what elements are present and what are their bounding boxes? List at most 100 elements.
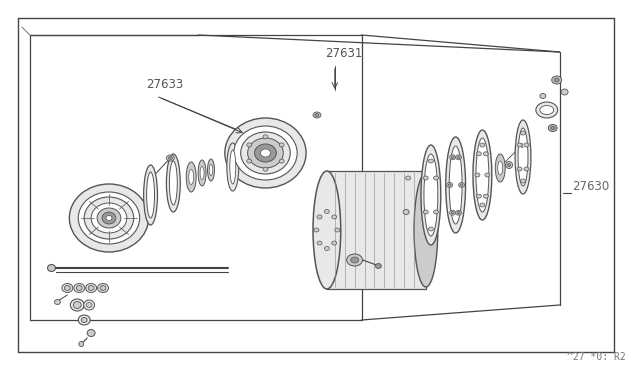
Ellipse shape: [351, 257, 358, 263]
Ellipse shape: [433, 210, 438, 214]
Text: 27631: 27631: [325, 47, 362, 60]
Ellipse shape: [480, 143, 485, 147]
Ellipse shape: [97, 283, 108, 292]
Ellipse shape: [449, 146, 462, 224]
Ellipse shape: [506, 161, 513, 169]
Ellipse shape: [483, 152, 488, 156]
Ellipse shape: [147, 172, 154, 218]
Ellipse shape: [476, 138, 489, 212]
Ellipse shape: [168, 157, 172, 160]
Ellipse shape: [423, 210, 428, 214]
Ellipse shape: [263, 135, 268, 139]
Ellipse shape: [540, 106, 554, 115]
Text: 1: 1: [519, 143, 524, 149]
Ellipse shape: [554, 78, 559, 82]
Ellipse shape: [186, 162, 196, 192]
Ellipse shape: [480, 203, 485, 207]
Ellipse shape: [260, 149, 271, 157]
Ellipse shape: [279, 143, 284, 147]
Ellipse shape: [76, 285, 82, 291]
Ellipse shape: [428, 159, 433, 163]
Ellipse shape: [247, 159, 252, 163]
Ellipse shape: [450, 155, 456, 160]
Ellipse shape: [47, 264, 56, 272]
Ellipse shape: [517, 143, 522, 147]
Ellipse shape: [78, 315, 90, 325]
Ellipse shape: [225, 118, 306, 188]
Ellipse shape: [207, 159, 214, 181]
Ellipse shape: [263, 167, 268, 171]
Ellipse shape: [100, 285, 106, 291]
Ellipse shape: [515, 120, 531, 194]
Ellipse shape: [424, 154, 438, 236]
Ellipse shape: [247, 143, 252, 147]
Ellipse shape: [324, 209, 330, 214]
Ellipse shape: [317, 215, 322, 219]
Ellipse shape: [234, 126, 297, 180]
Ellipse shape: [86, 302, 92, 308]
Ellipse shape: [317, 241, 322, 245]
Ellipse shape: [561, 89, 568, 95]
Ellipse shape: [524, 167, 529, 171]
Ellipse shape: [87, 330, 95, 337]
Ellipse shape: [170, 161, 177, 205]
Ellipse shape: [86, 283, 97, 292]
Ellipse shape: [428, 227, 433, 231]
Ellipse shape: [495, 154, 505, 182]
Ellipse shape: [335, 228, 340, 232]
Ellipse shape: [332, 241, 337, 245]
Ellipse shape: [450, 210, 456, 215]
Ellipse shape: [209, 164, 212, 176]
Ellipse shape: [324, 247, 330, 250]
Ellipse shape: [460, 184, 463, 186]
Ellipse shape: [456, 210, 461, 215]
Ellipse shape: [459, 183, 465, 187]
Ellipse shape: [524, 143, 529, 147]
Ellipse shape: [81, 317, 87, 323]
Ellipse shape: [476, 152, 481, 156]
Ellipse shape: [451, 156, 454, 158]
Ellipse shape: [74, 283, 84, 292]
Ellipse shape: [74, 301, 81, 308]
Ellipse shape: [451, 211, 454, 214]
Ellipse shape: [255, 144, 276, 162]
Polygon shape: [327, 171, 426, 289]
Ellipse shape: [456, 155, 461, 160]
Ellipse shape: [457, 156, 460, 158]
Ellipse shape: [475, 173, 480, 177]
Ellipse shape: [498, 161, 502, 175]
Ellipse shape: [536, 102, 557, 118]
Ellipse shape: [483, 194, 488, 198]
Ellipse shape: [78, 192, 140, 244]
Ellipse shape: [88, 285, 94, 291]
Ellipse shape: [200, 167, 204, 180]
Ellipse shape: [91, 203, 127, 233]
Ellipse shape: [448, 184, 451, 186]
Ellipse shape: [332, 215, 337, 219]
Ellipse shape: [517, 167, 522, 171]
Ellipse shape: [540, 93, 546, 99]
Ellipse shape: [550, 126, 556, 130]
Ellipse shape: [433, 176, 438, 180]
Text: 27633: 27633: [147, 78, 184, 91]
Ellipse shape: [54, 299, 60, 305]
Ellipse shape: [423, 176, 428, 180]
Ellipse shape: [62, 283, 73, 292]
Ellipse shape: [315, 113, 319, 116]
Ellipse shape: [347, 254, 362, 266]
Ellipse shape: [313, 171, 340, 289]
Ellipse shape: [485, 173, 490, 177]
Ellipse shape: [166, 154, 180, 212]
Ellipse shape: [70, 299, 84, 311]
Text: 27630: 27630: [573, 180, 610, 193]
Ellipse shape: [518, 128, 528, 186]
Ellipse shape: [414, 173, 438, 287]
Ellipse shape: [447, 183, 452, 187]
Ellipse shape: [508, 164, 511, 167]
Ellipse shape: [97, 208, 121, 228]
Ellipse shape: [198, 160, 206, 186]
Ellipse shape: [376, 263, 381, 269]
Ellipse shape: [548, 125, 557, 131]
Ellipse shape: [520, 179, 525, 183]
Ellipse shape: [406, 176, 411, 180]
